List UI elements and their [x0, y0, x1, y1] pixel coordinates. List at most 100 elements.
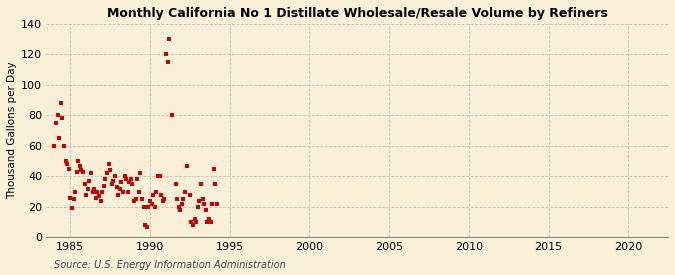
Point	[60, 159, 71, 163]
Point	[78, 170, 88, 174]
Point	[205, 220, 216, 224]
Point	[57, 116, 68, 121]
Point	[113, 192, 124, 197]
Point	[79, 182, 90, 186]
Title: Monthly California No 1 Distillate Wholesale/Resale Volume by Refiners: Monthly California No 1 Distillate Whole…	[107, 7, 608, 20]
Point	[199, 202, 210, 206]
Point	[156, 192, 167, 197]
Point	[178, 197, 189, 202]
Point	[109, 174, 120, 178]
Point	[196, 182, 207, 186]
Point	[107, 182, 117, 186]
Point	[176, 202, 187, 206]
Point	[210, 182, 221, 186]
Point	[136, 197, 147, 202]
Point	[167, 113, 178, 118]
Point	[103, 162, 114, 166]
Point	[51, 121, 61, 125]
Point	[202, 220, 213, 224]
Point	[68, 197, 79, 202]
Point	[76, 168, 87, 172]
Point	[87, 189, 98, 194]
Point	[170, 182, 181, 186]
Point	[54, 136, 65, 141]
Point	[105, 168, 115, 172]
Point	[209, 167, 219, 171]
Point	[191, 220, 202, 224]
Point	[59, 144, 70, 148]
Point	[192, 205, 203, 209]
Point	[73, 159, 84, 163]
Point	[134, 189, 144, 194]
Point	[101, 171, 112, 175]
Point	[95, 199, 106, 203]
Point	[111, 185, 122, 189]
Point	[86, 171, 97, 175]
Point	[124, 180, 135, 185]
Point	[129, 199, 140, 203]
Point	[63, 167, 74, 171]
Point	[162, 60, 173, 64]
Point	[67, 206, 78, 211]
Point	[82, 186, 93, 191]
Point	[61, 162, 72, 166]
Point	[175, 208, 186, 212]
Point	[99, 183, 109, 188]
Point	[81, 192, 92, 197]
Point	[97, 189, 107, 194]
Point	[159, 197, 169, 202]
Point	[144, 199, 155, 203]
Point	[148, 192, 159, 197]
Point	[126, 177, 136, 182]
Point	[143, 205, 154, 209]
Point	[140, 223, 151, 227]
Point	[114, 186, 125, 191]
Point	[94, 194, 105, 199]
Point	[200, 208, 211, 212]
Point	[52, 113, 63, 118]
Point	[117, 189, 128, 194]
Point	[90, 196, 101, 200]
Point	[138, 205, 149, 209]
Point	[84, 179, 95, 183]
Point	[74, 164, 85, 168]
Point	[70, 189, 80, 194]
Point	[182, 164, 192, 168]
Point	[188, 223, 198, 227]
Point	[116, 180, 127, 185]
Point	[211, 202, 222, 206]
Point	[186, 220, 197, 224]
Point	[149, 205, 160, 209]
Point	[142, 224, 153, 229]
Point	[153, 174, 163, 178]
Point	[100, 177, 111, 182]
Point	[121, 177, 132, 182]
Point	[151, 189, 162, 194]
Point	[157, 199, 168, 203]
Point	[184, 192, 195, 197]
Point	[207, 202, 217, 206]
Point	[204, 217, 215, 221]
Point	[132, 177, 142, 182]
Point	[65, 196, 76, 200]
Point	[180, 189, 190, 194]
Point	[108, 179, 119, 183]
Text: Source: U.S. Energy Information Administration: Source: U.S. Energy Information Administ…	[54, 260, 286, 270]
Point	[189, 217, 200, 221]
Point	[194, 199, 205, 203]
Point	[164, 37, 175, 41]
Point	[146, 202, 157, 206]
Point	[135, 171, 146, 175]
Point	[89, 186, 100, 191]
Point	[173, 205, 184, 209]
Point	[49, 144, 60, 148]
Point	[55, 101, 66, 105]
Point	[127, 182, 138, 186]
Point	[130, 197, 141, 202]
Point	[161, 52, 171, 57]
Point	[119, 174, 130, 178]
Y-axis label: Thousand Gallons per Day: Thousand Gallons per Day	[7, 62, 17, 199]
Point	[197, 197, 208, 202]
Point	[171, 197, 182, 202]
Point	[122, 189, 133, 194]
